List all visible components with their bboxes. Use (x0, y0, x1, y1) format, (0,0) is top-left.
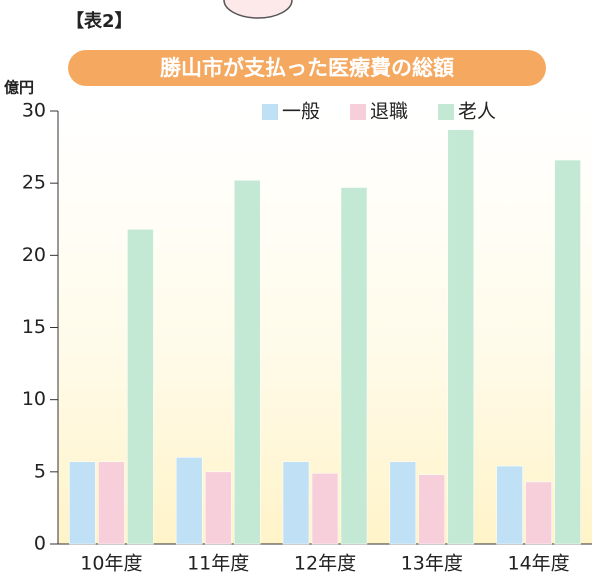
bar (389, 461, 417, 545)
bar (496, 465, 523, 545)
y-tick-label: 20 (22, 244, 46, 266)
bar (175, 457, 203, 545)
title-badge (68, 50, 546, 86)
bar (447, 129, 475, 545)
chart-title: 勝山市が支払った医療費の総額 (160, 56, 454, 80)
y-tick-label: 25 (22, 172, 46, 194)
x-tick-label: 12年度 (294, 553, 356, 575)
legend-swatch (350, 104, 367, 120)
bar (69, 461, 96, 545)
figure-label: 【表2】 (66, 10, 133, 32)
bar (340, 187, 368, 545)
bar (233, 180, 261, 545)
bar (525, 481, 552, 545)
bar (127, 229, 154, 545)
legend-label: 一般 (282, 101, 320, 123)
y-tick-label: 15 (22, 316, 46, 338)
bar (98, 461, 125, 545)
legend-label: 老人 (458, 101, 496, 123)
bar (204, 471, 232, 545)
decoration (223, 0, 293, 19)
y-tick-label: 30 (22, 100, 46, 122)
legend-swatch (438, 104, 455, 120)
bar (418, 474, 446, 545)
legend-swatch (262, 104, 278, 120)
y-tick-label: 10 (22, 388, 46, 410)
y-tick-label: 5 (34, 460, 46, 482)
y-axis-label: 億円 (4, 79, 34, 97)
bar (282, 461, 310, 545)
x-tick-label: 14年度 (508, 553, 570, 575)
x-tick-label: 13年度 (401, 553, 463, 575)
x-tick-label: 11年度 (187, 553, 249, 575)
bar (554, 159, 581, 545)
legend-label: 退職 (370, 101, 408, 123)
bar (311, 473, 339, 545)
x-tick-label: 10年度 (80, 553, 142, 575)
y-tick-label: 0 (34, 533, 46, 555)
